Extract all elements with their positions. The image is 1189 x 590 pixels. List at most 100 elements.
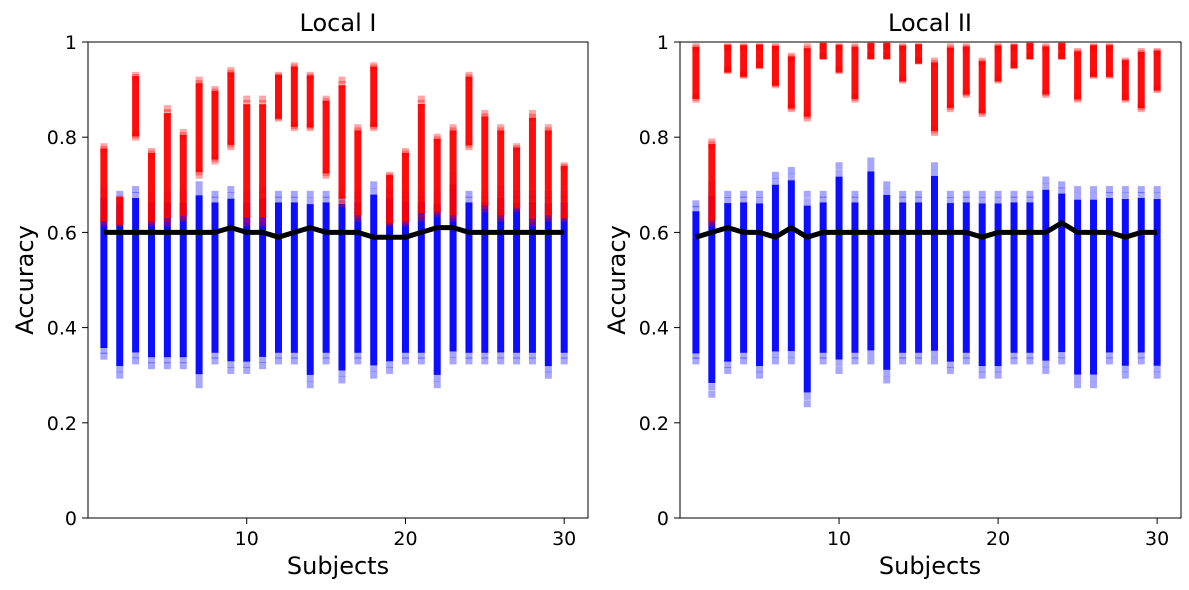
true-accuracy-marker bbox=[1026, 52, 1034, 60]
true-accuracy-marker bbox=[851, 43, 859, 51]
null-accuracy-marker bbox=[1026, 196, 1034, 204]
true-accuracy-marker bbox=[994, 75, 1002, 83]
true-accuracy-marker bbox=[883, 42, 891, 50]
null-accuracy-marker bbox=[370, 187, 378, 195]
true-accuracy-marker bbox=[1058, 42, 1066, 50]
chart-panel-local-i: 10 20 30 0 0.2 0.4 0.6 0.8 1 Local I Subjects Ac… bbox=[11, 9, 589, 580]
true-accuracy-marker bbox=[1105, 70, 1113, 78]
x-tick-label: 30 bbox=[552, 528, 576, 550]
true-accuracy-marker bbox=[946, 45, 954, 53]
true-accuracy-marker bbox=[354, 127, 362, 135]
true-accuracy-core bbox=[132, 76, 140, 137]
null-accuracy-marker bbox=[544, 371, 552, 379]
true-accuracy-core bbox=[179, 134, 187, 216]
null-accuracy-column bbox=[1058, 181, 1066, 365]
true-accuracy-marker bbox=[259, 99, 267, 107]
true-accuracy-core bbox=[756, 44, 764, 68]
y-tick-label: 1 bbox=[657, 32, 669, 54]
null-accuracy-marker bbox=[274, 357, 282, 365]
true-accuracy-marker bbox=[1026, 42, 1034, 50]
null-accuracy-core bbox=[962, 202, 970, 353]
true-accuracy-column bbox=[962, 43, 970, 98]
null-accuracy-core bbox=[1105, 198, 1113, 353]
null-accuracy-marker bbox=[354, 357, 362, 365]
null-accuracy-marker bbox=[787, 350, 795, 358]
true-accuracy-marker bbox=[322, 169, 330, 177]
null-accuracy-core bbox=[322, 202, 330, 353]
null-accuracy-marker bbox=[851, 357, 859, 365]
y-tick-label: 0.4 bbox=[639, 318, 669, 340]
true-accuracy-column bbox=[803, 43, 811, 122]
true-accuracy-marker bbox=[560, 214, 568, 222]
null-accuracy-marker bbox=[195, 374, 203, 382]
null-accuracy-marker bbox=[1042, 366, 1050, 374]
true-accuracy-marker bbox=[100, 143, 108, 151]
true-accuracy-marker bbox=[962, 90, 970, 98]
null-accuracy-column bbox=[1026, 190, 1034, 365]
null-accuracy-marker bbox=[1090, 192, 1098, 200]
null-accuracy-marker bbox=[740, 357, 748, 365]
null-accuracy-core bbox=[756, 203, 764, 367]
true-accuracy-marker bbox=[1090, 43, 1098, 51]
true-accuracy-marker bbox=[771, 80, 779, 88]
true-accuracy-marker bbox=[465, 140, 473, 148]
true-accuracy-column bbox=[290, 62, 298, 132]
true-accuracy-marker bbox=[370, 64, 378, 72]
null-accuracy-core bbox=[163, 202, 171, 358]
true-accuracy-marker bbox=[1074, 93, 1082, 101]
true-accuracy-marker bbox=[243, 215, 251, 223]
true-accuracy-core bbox=[354, 130, 362, 216]
true-accuracy-core bbox=[163, 113, 171, 219]
null-accuracy-column bbox=[978, 190, 986, 379]
null-accuracy-marker bbox=[724, 190, 732, 198]
true-accuracy-column bbox=[708, 138, 716, 227]
x-tick-label: 30 bbox=[1145, 528, 1169, 550]
null-accuracy-marker bbox=[851, 196, 859, 204]
true-accuracy-marker bbox=[433, 209, 441, 217]
true-accuracy-marker bbox=[274, 73, 282, 81]
true-accuracy-column bbox=[163, 105, 171, 227]
null-accuracy-marker bbox=[819, 357, 827, 365]
null-accuracy-marker bbox=[867, 357, 875, 365]
true-accuracy-core bbox=[195, 83, 203, 173]
null-accuracy-marker bbox=[1042, 183, 1050, 191]
null-accuracy-marker bbox=[1105, 192, 1113, 200]
null-accuracy-marker bbox=[417, 351, 425, 359]
true-accuracy-marker bbox=[1074, 95, 1082, 103]
null-accuracy-column bbox=[306, 190, 314, 389]
true-accuracy-marker bbox=[867, 52, 875, 60]
null-accuracy-column bbox=[1010, 190, 1018, 365]
null-accuracy-marker bbox=[867, 164, 875, 172]
null-accuracy-marker bbox=[899, 351, 907, 359]
true-accuracy-marker bbox=[692, 45, 700, 53]
true-accuracy-marker bbox=[481, 205, 489, 213]
null-accuracy-core bbox=[147, 202, 155, 358]
null-accuracy-marker bbox=[322, 351, 330, 359]
null-accuracy-marker bbox=[803, 198, 811, 206]
true-accuracy-marker bbox=[819, 42, 827, 50]
null-accuracy-marker bbox=[1058, 187, 1066, 195]
true-accuracy-marker bbox=[1121, 58, 1129, 66]
true-accuracy-marker bbox=[211, 155, 219, 163]
null-accuracy-marker bbox=[771, 178, 779, 186]
true-accuracy-marker bbox=[1090, 70, 1098, 78]
true-accuracy-column bbox=[243, 95, 251, 227]
true-accuracy-column bbox=[756, 43, 764, 70]
null-accuracy-core bbox=[771, 184, 779, 352]
true-accuracy-marker bbox=[787, 103, 795, 111]
true-accuracy-marker bbox=[1121, 94, 1129, 102]
chart-panel-local-ii: 10 20 30 0 0.2 0.4 0.6 0.8 1 Local II Subjects A… bbox=[603, 9, 1182, 580]
null-accuracy-core bbox=[449, 184, 457, 352]
true-accuracy-column bbox=[147, 147, 155, 227]
true-accuracy-marker bbox=[513, 202, 521, 210]
true-accuracy-marker bbox=[803, 45, 811, 53]
true-accuracy-marker bbox=[465, 143, 473, 151]
true-accuracy-marker bbox=[528, 219, 536, 227]
true-accuracy-column bbox=[1105, 43, 1113, 79]
null-accuracy-marker bbox=[306, 190, 314, 198]
true-accuracy-marker bbox=[930, 60, 938, 68]
null-accuracy-marker bbox=[243, 360, 251, 368]
true-accuracy-core bbox=[962, 46, 970, 95]
null-accuracy-marker bbox=[740, 351, 748, 359]
true-accuracy-core bbox=[708, 144, 716, 221]
